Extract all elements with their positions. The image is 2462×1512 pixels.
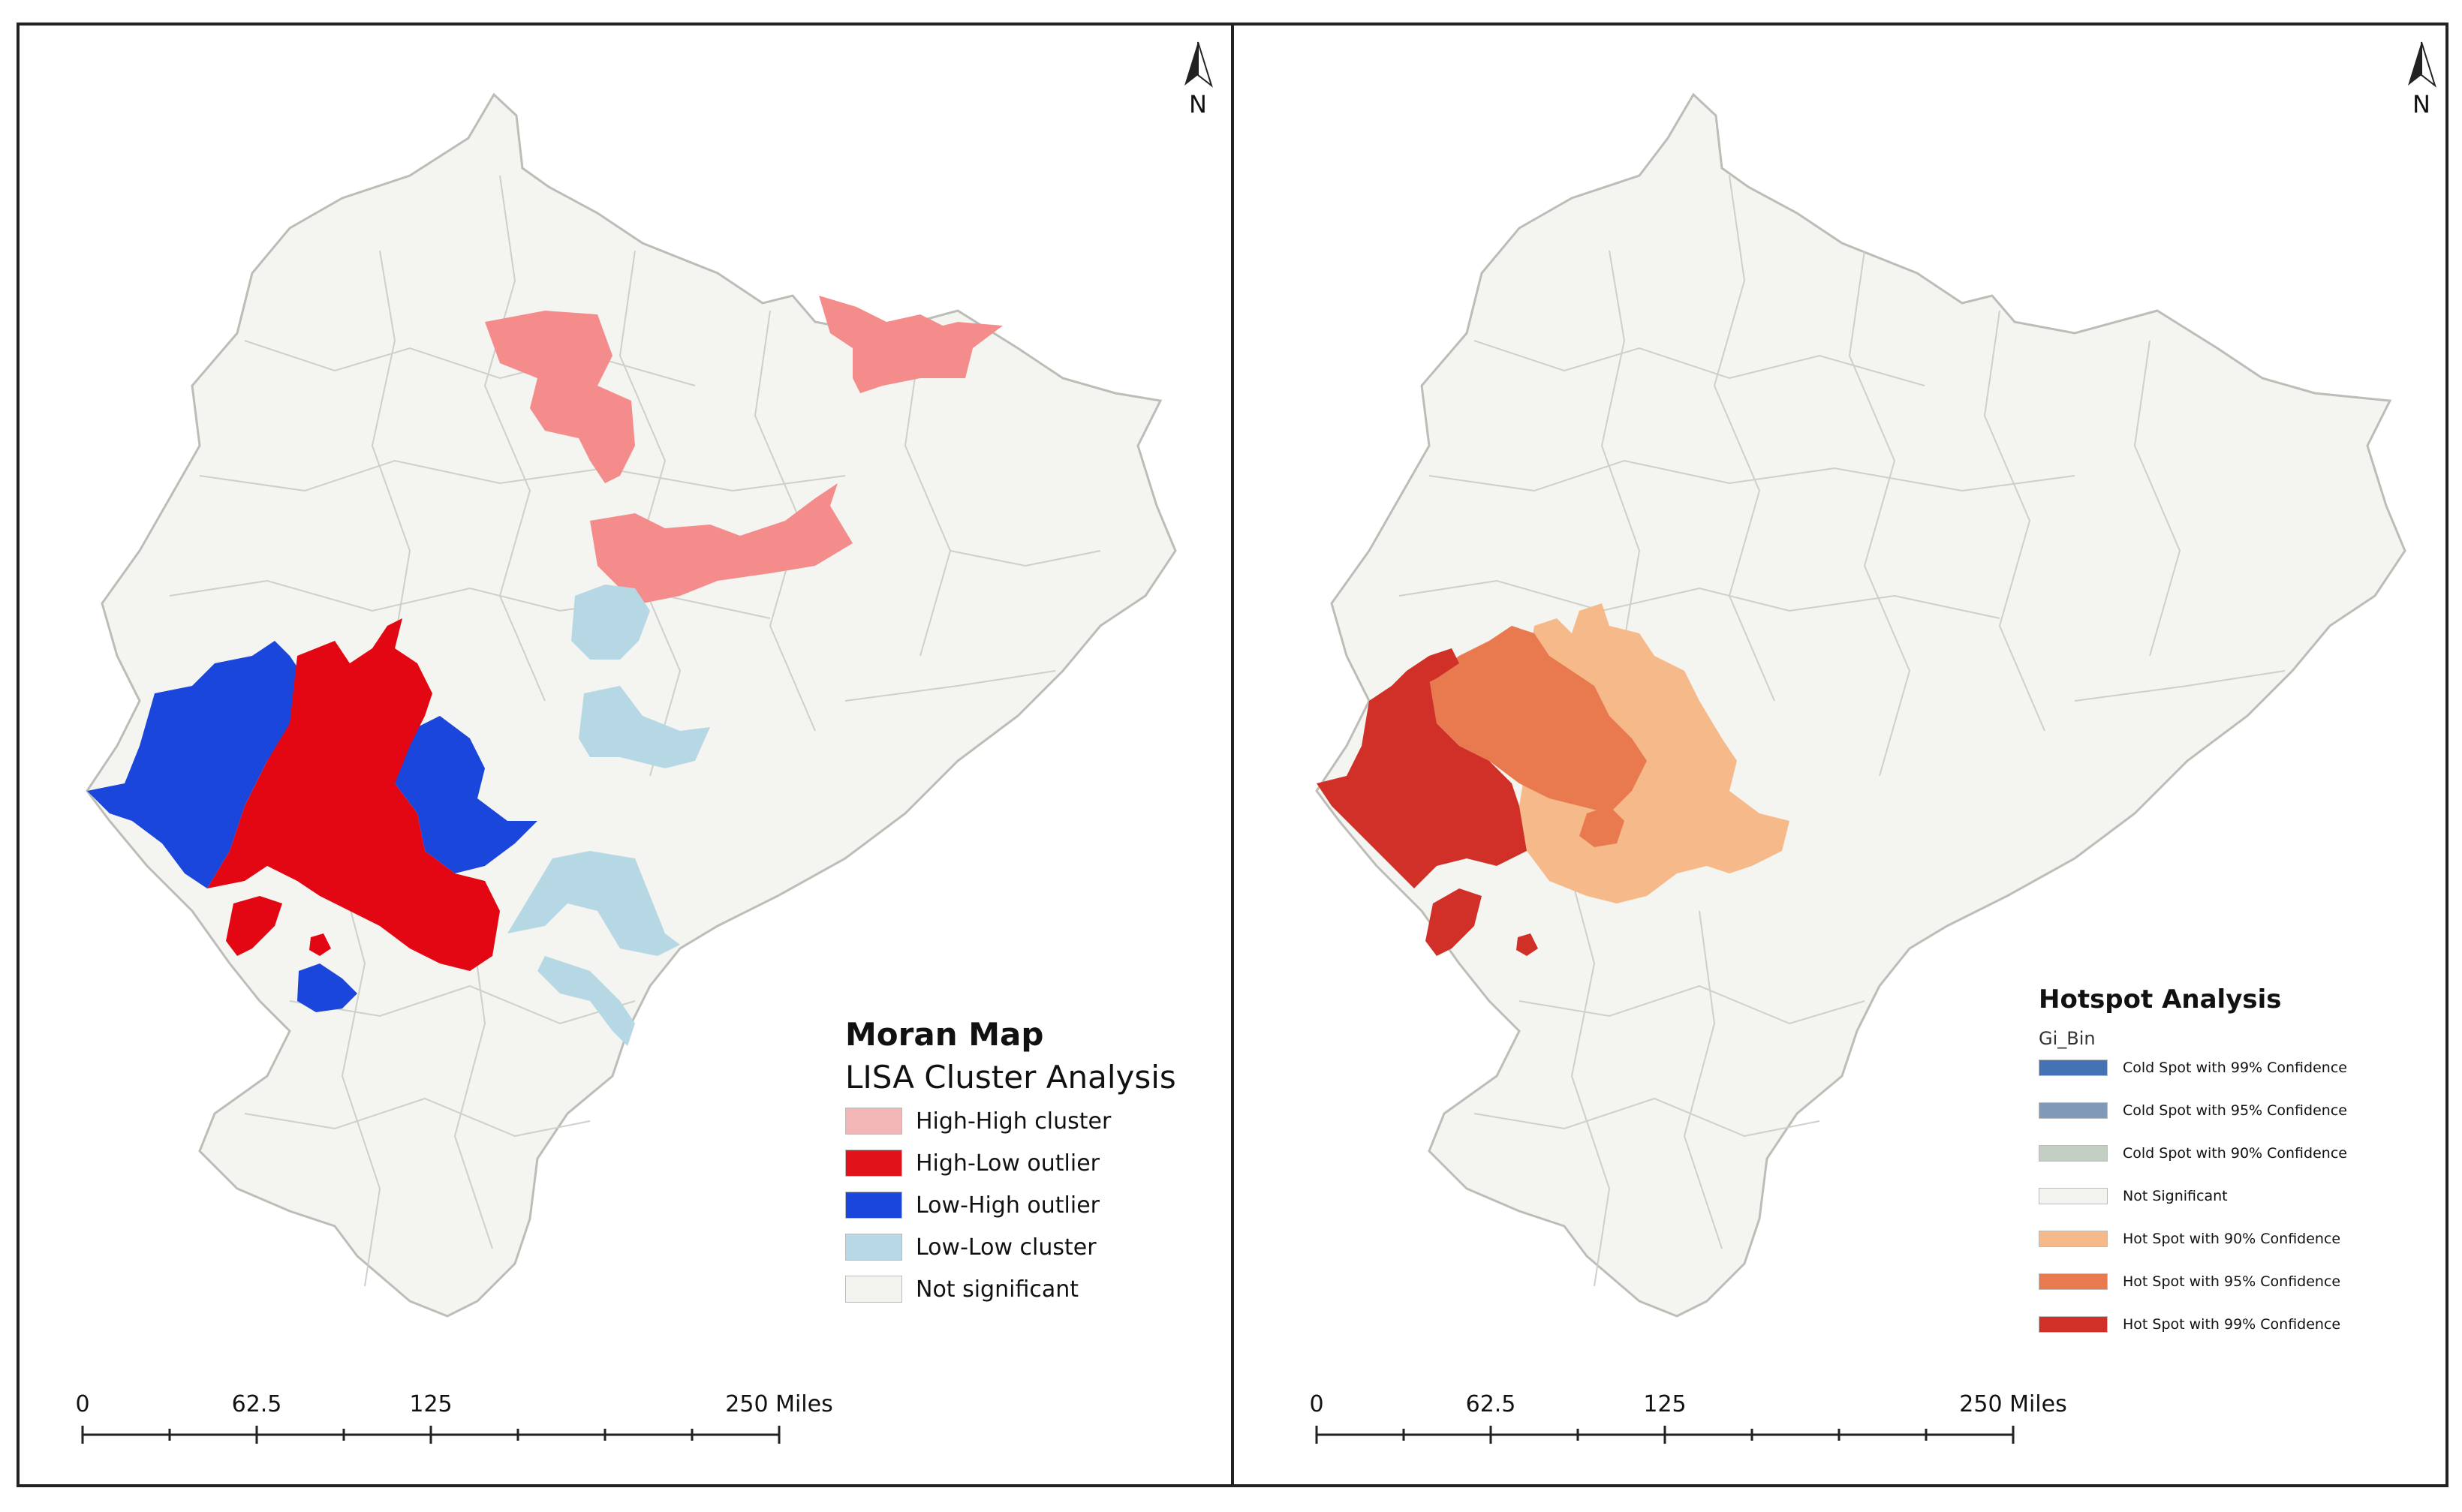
low-low-region-2 (579, 686, 710, 768)
legend-item: Cold Spot with 90% Confidence (2039, 1145, 2347, 1162)
low-high-region-mid (230, 686, 290, 761)
legend-label: Not significant (916, 1276, 1079, 1303)
legend-item: Hot Spot with 99% Confidence (2039, 1316, 2340, 1333)
legend-swatch (845, 1276, 902, 1303)
legend-item: High-High cluster (845, 1108, 1111, 1135)
north-arrow-icon (2408, 41, 2436, 88)
legend-swatch (2039, 1060, 2108, 1076)
legend-item: Cold Spot with 95% Confidence (2039, 1102, 2347, 1119)
scale-tick-62-5: 62.5 (231, 1391, 282, 1417)
legend-swatch (2039, 1102, 2108, 1119)
scale-tick-0: 0 (1309, 1391, 1324, 1417)
hotspot-map-panel: N Hotspot Analysis Gi_Bin Cold Spot with… (1231, 23, 2448, 1487)
hotspot-legend: Hotspot Analysis Gi_Bin Cold Spot with 9… (2039, 984, 2429, 1360)
legend-label: Hot Spot with 90% Confidence (2123, 1231, 2341, 1247)
low-low-region-1 (571, 585, 650, 660)
low-low-region-3 (507, 851, 680, 956)
north-label: N (2412, 90, 2430, 119)
legend-swatch (2039, 1273, 2108, 1290)
scale-bar-graphic (81, 1426, 781, 1444)
legend-swatch (845, 1234, 902, 1261)
legend-label: Cold Spot with 99% Confidence (2123, 1060, 2347, 1076)
hot-spot-95-region-small (1579, 806, 1624, 847)
low-high-region-east (395, 716, 537, 873)
legend-items: High-High cluster High-Low outlier Low-Hig… (845, 1108, 1205, 1318)
legend-label: High-Low outlier (916, 1150, 1100, 1177)
legend-label: Low-High outlier (916, 1192, 1100, 1219)
north-label: N (1189, 90, 1207, 119)
scale-bar-left: 0 62.5 125 250 Miles (75, 1391, 833, 1451)
canton-boundaries (1398, 175, 2286, 1287)
scale-bar-right: 0 62.5 125 250 Miles (1309, 1391, 2067, 1451)
legend-field-name: Gi_Bin (2039, 1028, 2096, 1049)
scale-tick-62-5: 62.5 (1465, 1391, 1516, 1417)
high-low-region-main (207, 618, 500, 971)
high-high-region-north (485, 311, 635, 483)
country-outline (1315, 92, 2406, 1318)
hot-spot-99-island (1425, 888, 1482, 956)
legend-label: Cold Spot with 90% Confidence (2123, 1145, 2347, 1162)
moran-map-panel: N Moran Map LISA Cluster Analysis High-H… (17, 23, 1234, 1487)
high-low-region-island (226, 896, 282, 956)
high-high-region-northeast (819, 296, 1003, 393)
legend-item: Hot Spot with 90% Confidence (2039, 1231, 2340, 1247)
legend-title: Moran Map (845, 1016, 1044, 1053)
scale-tick-250: 250 Miles (725, 1391, 833, 1417)
legend-items: Cold Spot with 99% Confidence Cold Spot w… (2039, 1060, 2429, 1360)
hot-spot-95-region (1429, 626, 1647, 813)
legend-item: Not Significant (2039, 1188, 2228, 1204)
legend-item: Not significant (845, 1276, 1079, 1303)
legend-swatch (2039, 1145, 2108, 1162)
legend-label: Hot Spot with 99% Confidence (2123, 1316, 2341, 1333)
legend-label: Cold Spot with 95% Confidence (2123, 1102, 2347, 1119)
legend-label: Hot Spot with 95% Confidence (2123, 1273, 2341, 1290)
hot-spot-99-region-north (1407, 648, 1459, 686)
legend-label: Not Significant (2123, 1188, 2228, 1204)
legend-item: Low-Low cluster (845, 1234, 1097, 1261)
north-arrow-icon (1184, 41, 1213, 88)
north-arrow-left: N (1175, 39, 1220, 119)
moran-legend: Moran Map LISA Cluster Analysis High-Hig… (845, 1016, 1205, 1318)
legend-item: Cold Spot with 99% Confidence (2039, 1060, 2347, 1076)
scale-bar-graphic (1315, 1426, 2015, 1444)
north-arrow-right: N (2399, 39, 2444, 119)
high-low-region-small (309, 933, 331, 956)
legend-item: High-Low outlier (845, 1150, 1100, 1177)
legend-swatch (845, 1108, 902, 1135)
legend-swatch (2039, 1231, 2108, 1247)
scale-tick-250: 250 Miles (1959, 1391, 2067, 1417)
legend-subtitle: LISA Cluster Analysis (845, 1059, 1176, 1096)
legend-item: Hot Spot with 95% Confidence (2039, 1273, 2340, 1290)
legend-item: Low-High outlier (845, 1192, 1100, 1219)
scale-tick-125: 125 (1643, 1391, 1687, 1417)
legend-swatch (845, 1150, 902, 1177)
high-high-region-center (590, 483, 853, 603)
scale-tick-0: 0 (75, 1391, 90, 1417)
legend-swatch (845, 1192, 902, 1219)
low-low-region-4 (537, 956, 635, 1046)
legend-title: Hotspot Analysis (2039, 984, 2282, 1015)
moran-map-canvas (86, 92, 1177, 1318)
hotspot-map-canvas (1315, 92, 2406, 1318)
low-high-region-south (297, 963, 357, 1012)
legend-label: Low-Low cluster (916, 1234, 1097, 1261)
scale-tick-125: 125 (409, 1391, 453, 1417)
legend-swatch (2039, 1188, 2108, 1204)
hot-spot-99-small (1516, 933, 1538, 956)
legend-swatch (2039, 1316, 2108, 1333)
hot-spot-99-region (1317, 671, 1527, 888)
legend-label: High-High cluster (916, 1108, 1112, 1135)
